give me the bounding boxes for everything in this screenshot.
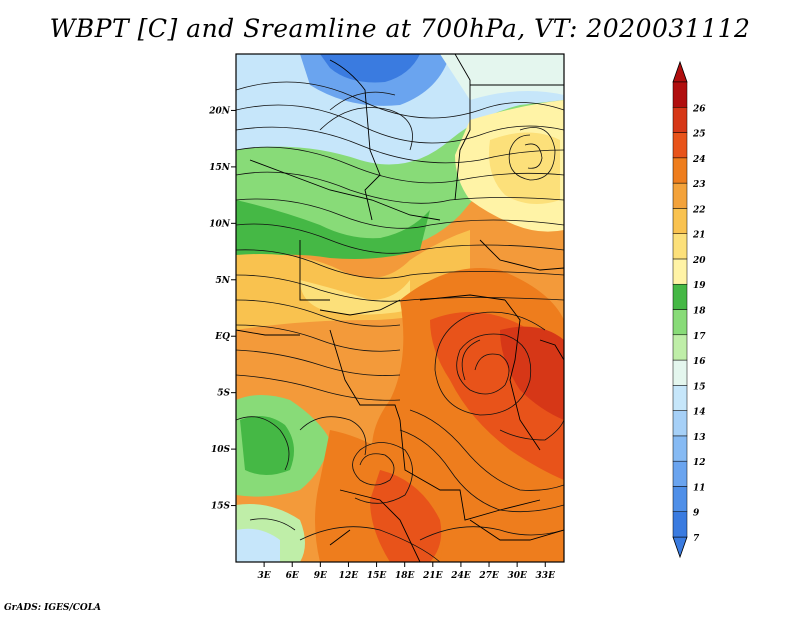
colorbar-label: 14 [693, 408, 706, 418]
colorbar-segment [672, 283, 688, 310]
colorbar-segment [672, 309, 688, 336]
lon-tick-label: 30E [507, 571, 527, 581]
colorbar-label: 7 [693, 534, 700, 544]
lat-tick-label: 10N [209, 219, 231, 229]
colorbar-label: 19 [693, 281, 706, 291]
colorbar: 7 9 11 12 13 14 15 16 17 18 19 20 21 22 23 24 25 26 [672, 60, 706, 559]
lat-tick-label: 20N [208, 106, 231, 116]
wbpt-shading [236, 54, 564, 562]
colorbar-min-arrow [672, 536, 688, 559]
colorbar-segment [672, 435, 688, 462]
colorbar-segment [672, 107, 688, 133]
lon-tick-label: 6E [286, 571, 299, 581]
colorbar-label: 18 [693, 307, 706, 317]
lat-tick-label: 15N [209, 163, 231, 173]
lon-tick-label: 33E [536, 571, 556, 581]
lat-tick-label: 10S [211, 445, 231, 455]
lon-tick-label: 21E [422, 571, 443, 581]
map-frame [235, 53, 565, 563]
streamlines [236, 81, 564, 562]
colorbar-label: 12 [693, 458, 706, 468]
colorbar-label: 15 [693, 382, 706, 392]
colorbar-segment [672, 511, 688, 538]
colorbar-label: 20 [692, 256, 706, 266]
lon-tick-label: 3E [258, 571, 271, 581]
lat-tick-label: 5N [216, 276, 231, 286]
colorbar-label: 11 [693, 483, 706, 493]
lon-tick-label: 18E [395, 571, 415, 581]
colorbar-segment [672, 208, 688, 234]
colorbar-label: 24 [692, 155, 706, 165]
colorbar-label: 23 [692, 180, 706, 190]
lon-tick-label: 24E [450, 571, 471, 581]
latitude-axis: 20N 15N 10N 5N EQ 5S 10S 15S [208, 106, 236, 512]
colorbar-segment [672, 359, 688, 386]
colorbar-segment [672, 157, 688, 184]
colorbar-segment [672, 81, 688, 108]
lat-tick-label: 15S [211, 502, 231, 512]
lon-tick-label: 15E [367, 571, 387, 581]
colorbar-segment [672, 460, 688, 487]
colorbar-max-arrow [672, 60, 688, 83]
lon-tick-label: 27E [478, 571, 499, 581]
lat-tick-label: EQ [214, 332, 230, 342]
colorbar-label: 25 [692, 130, 706, 140]
colorbar-segment [672, 385, 688, 411]
colorbar-segment [672, 410, 688, 437]
colorbar-label: 9 [693, 509, 700, 519]
colorbar-label: 21 [692, 231, 706, 241]
colorbar-label: 17 [693, 332, 706, 342]
colorbar-segment [672, 182, 688, 209]
colorbar-segment [672, 334, 688, 361]
lon-tick-label: 9E [314, 571, 327, 581]
colorbar-label: 13 [693, 433, 706, 443]
longitude-axis: 3E 6E 9E 12E 15E 18E 21E 24E 27E 30E 33E [258, 562, 556, 581]
colorbar-label: 16 [693, 357, 706, 367]
colorbar-label: 22 [692, 205, 706, 215]
lat-tick-label: 5S [217, 389, 230, 399]
colorbar-segment [672, 233, 688, 260]
lon-tick-label: 12E [339, 571, 359, 581]
colorbar-segment [672, 258, 688, 285]
colorbar-segment [672, 486, 688, 512]
chart-title: WBPT [C] and Sreamline at 700hPa, VT: 20… [49, 14, 751, 43]
footer-credit: GrADS: IGES/COLA [4, 603, 102, 613]
colorbar-label: 26 [692, 104, 706, 114]
colorbar-segment [672, 132, 688, 159]
country-borders [236, 54, 564, 562]
